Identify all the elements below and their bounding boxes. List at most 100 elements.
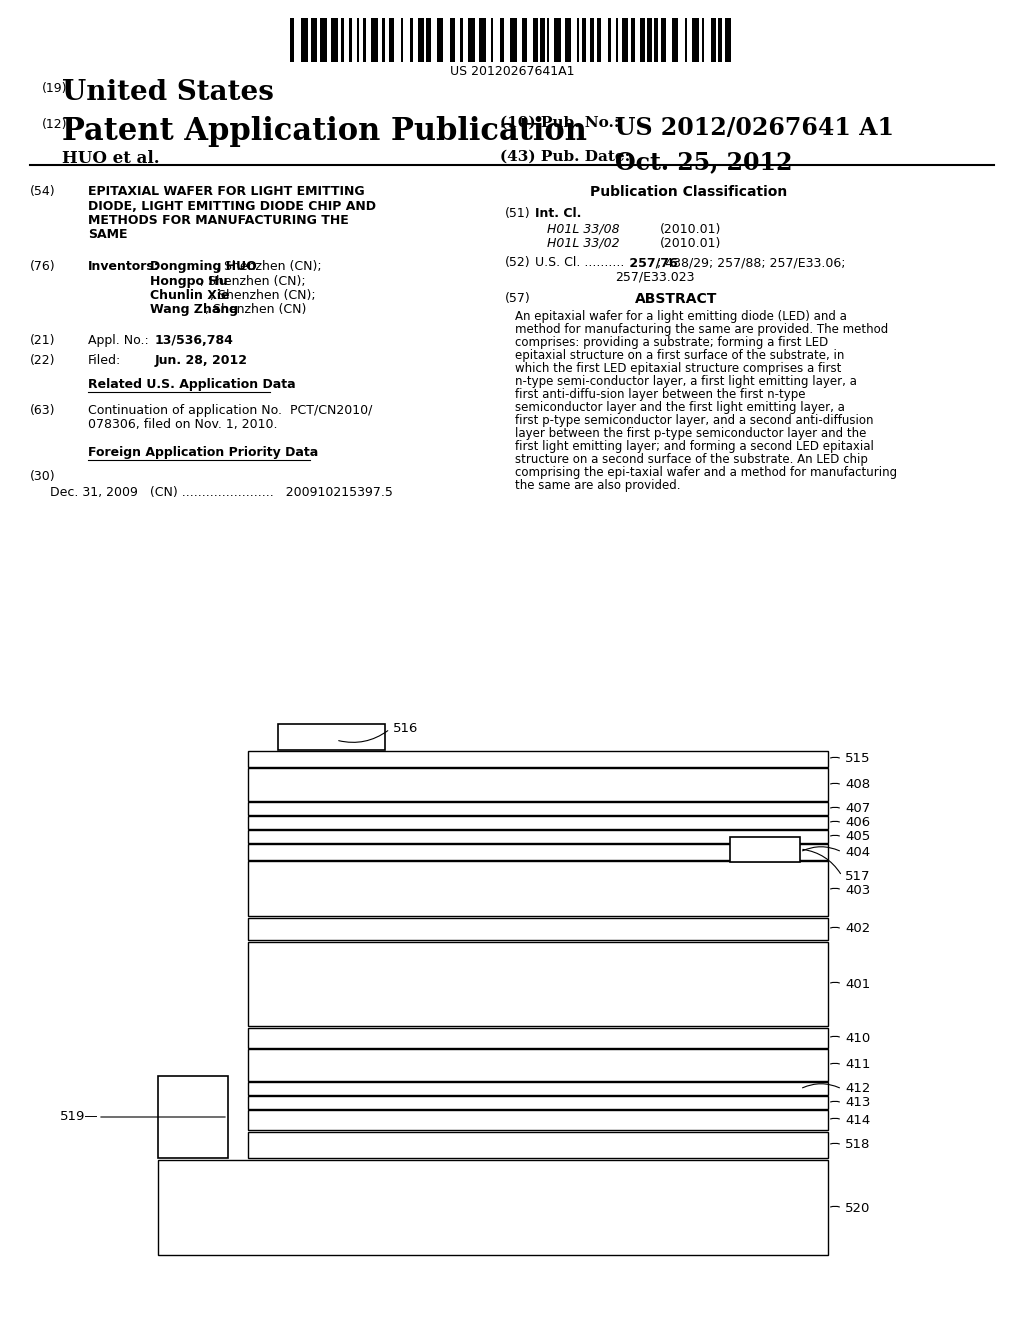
Bar: [371, 18, 378, 62]
Text: 405: 405: [845, 830, 870, 843]
Bar: [158, 1160, 828, 1255]
Bar: [426, 18, 431, 62]
Bar: [522, 18, 527, 62]
Bar: [248, 816, 828, 829]
Text: first anti-diffu-sion layer between the first n-type: first anti-diffu-sion layer between the …: [515, 388, 806, 401]
Text: 412: 412: [845, 1082, 870, 1096]
Text: (21): (21): [30, 334, 55, 347]
Text: (30): (30): [30, 470, 55, 483]
Text: 404: 404: [845, 846, 870, 858]
Bar: [622, 18, 628, 62]
Bar: [547, 18, 549, 62]
Text: Inventors:: Inventors:: [88, 260, 160, 273]
Text: H01L 33/02: H01L 33/02: [547, 238, 620, 249]
Bar: [654, 18, 658, 62]
Text: EPITAXIAL WAFER FOR LIGHT EMITTING: EPITAXIAL WAFER FOR LIGHT EMITTING: [88, 185, 365, 198]
Text: Publication Classification: Publication Classification: [590, 185, 787, 199]
Bar: [702, 18, 705, 62]
Text: US 20120267641A1: US 20120267641A1: [450, 65, 574, 78]
Bar: [500, 18, 504, 62]
Bar: [577, 18, 579, 62]
Text: Foreign Application Priority Data: Foreign Application Priority Data: [88, 446, 318, 459]
Text: 520: 520: [845, 1201, 870, 1214]
Text: (19): (19): [42, 82, 68, 95]
Text: Chunlin Xie: Chunlin Xie: [150, 289, 229, 302]
Text: 410: 410: [845, 1031, 870, 1044]
Text: 413: 413: [845, 1097, 870, 1110]
Text: (2010.01): (2010.01): [660, 238, 721, 249]
Text: (76): (76): [30, 260, 55, 273]
Text: H01L 33/08: H01L 33/08: [547, 223, 620, 236]
Bar: [418, 18, 424, 62]
Bar: [248, 751, 828, 767]
Text: 257/E33.023: 257/E33.023: [615, 271, 694, 282]
Bar: [608, 18, 611, 62]
Text: U.S. Cl. ..........: U.S. Cl. ..........: [535, 256, 625, 269]
Bar: [248, 1028, 828, 1048]
Bar: [490, 18, 493, 62]
Bar: [301, 18, 308, 62]
Text: 078306, filed on Nov. 1, 2010.: 078306, filed on Nov. 1, 2010.: [88, 418, 278, 432]
Text: US 2012/0267641 A1: US 2012/0267641 A1: [615, 116, 894, 140]
Text: United States: United States: [62, 79, 273, 106]
Bar: [248, 768, 828, 801]
Bar: [311, 18, 317, 62]
Text: (54): (54): [30, 185, 55, 198]
Text: (63): (63): [30, 404, 55, 417]
Bar: [565, 18, 571, 62]
Bar: [554, 18, 561, 62]
Text: METHODS FOR MANUFACTURING THE: METHODS FOR MANUFACTURING THE: [88, 214, 349, 227]
Bar: [534, 18, 538, 62]
Bar: [248, 1096, 828, 1109]
Text: Filed:: Filed:: [88, 354, 121, 367]
Bar: [640, 18, 645, 62]
Bar: [540, 18, 545, 62]
Text: 401: 401: [845, 978, 870, 990]
Bar: [479, 18, 486, 62]
Text: 516: 516: [393, 722, 419, 735]
Bar: [248, 1110, 828, 1130]
Bar: [362, 18, 366, 62]
Text: Continuation of application No.  PCT/CN2010/: Continuation of application No. PCT/CN20…: [88, 404, 373, 417]
Text: (57): (57): [505, 292, 530, 305]
Text: layer between the first p-type semiconductor layer and the: layer between the first p-type semicondu…: [515, 426, 866, 440]
Bar: [450, 18, 455, 62]
Bar: [401, 18, 403, 62]
Text: Appl. No.:: Appl. No.:: [88, 334, 148, 347]
Text: Oct. 25, 2012: Oct. 25, 2012: [615, 150, 793, 174]
Text: 403: 403: [845, 883, 870, 896]
Text: , Shenzhen (CN);: , Shenzhen (CN);: [216, 260, 322, 273]
Text: epitaxial structure on a first surface of the substrate, in: epitaxial structure on a first surface o…: [515, 348, 845, 362]
Text: (51): (51): [505, 207, 530, 220]
Text: SAME: SAME: [88, 228, 128, 242]
Text: first light emitting layer; and forming a second LED epitaxial: first light emitting layer; and forming …: [515, 440, 873, 453]
Text: (52): (52): [505, 256, 530, 269]
Text: Related U.S. Application Data: Related U.S. Application Data: [88, 378, 296, 391]
Bar: [468, 18, 475, 62]
Bar: [248, 843, 828, 861]
Bar: [647, 18, 652, 62]
Bar: [662, 18, 666, 62]
Bar: [278, 723, 385, 750]
Text: 519—: 519—: [60, 1110, 98, 1123]
Text: An epitaxial wafer for a light emitting diode (LED) and a: An epitaxial wafer for a light emitting …: [515, 310, 847, 323]
Bar: [672, 18, 678, 62]
Text: 407: 407: [845, 803, 870, 816]
Text: 257/76: 257/76: [625, 256, 678, 269]
Bar: [460, 18, 463, 62]
Text: which the first LED epitaxial structure comprises a first: which the first LED epitaxial structure …: [515, 362, 842, 375]
Bar: [290, 18, 294, 62]
Bar: [158, 1076, 228, 1158]
Text: structure on a second surface of the substrate. An LED chip: structure on a second surface of the sub…: [515, 453, 868, 466]
Bar: [248, 830, 828, 843]
Bar: [597, 18, 601, 62]
Text: Int. Cl.: Int. Cl.: [535, 207, 582, 220]
Text: 414: 414: [845, 1114, 870, 1126]
Bar: [248, 917, 828, 940]
Text: first p-type semiconductor layer, and a second anti-diffusion: first p-type semiconductor layer, and a …: [515, 414, 873, 426]
Text: , Shenzhen (CN);: , Shenzhen (CN);: [200, 275, 305, 288]
Text: semiconductor layer and the first light emitting layer, a: semiconductor layer and the first light …: [515, 401, 845, 414]
Text: , Shenzhen (CN);: , Shenzhen (CN);: [211, 289, 316, 302]
Text: 406: 406: [845, 817, 870, 829]
Text: method for manufacturing the same are provided. The method: method for manufacturing the same are pr…: [515, 323, 888, 337]
